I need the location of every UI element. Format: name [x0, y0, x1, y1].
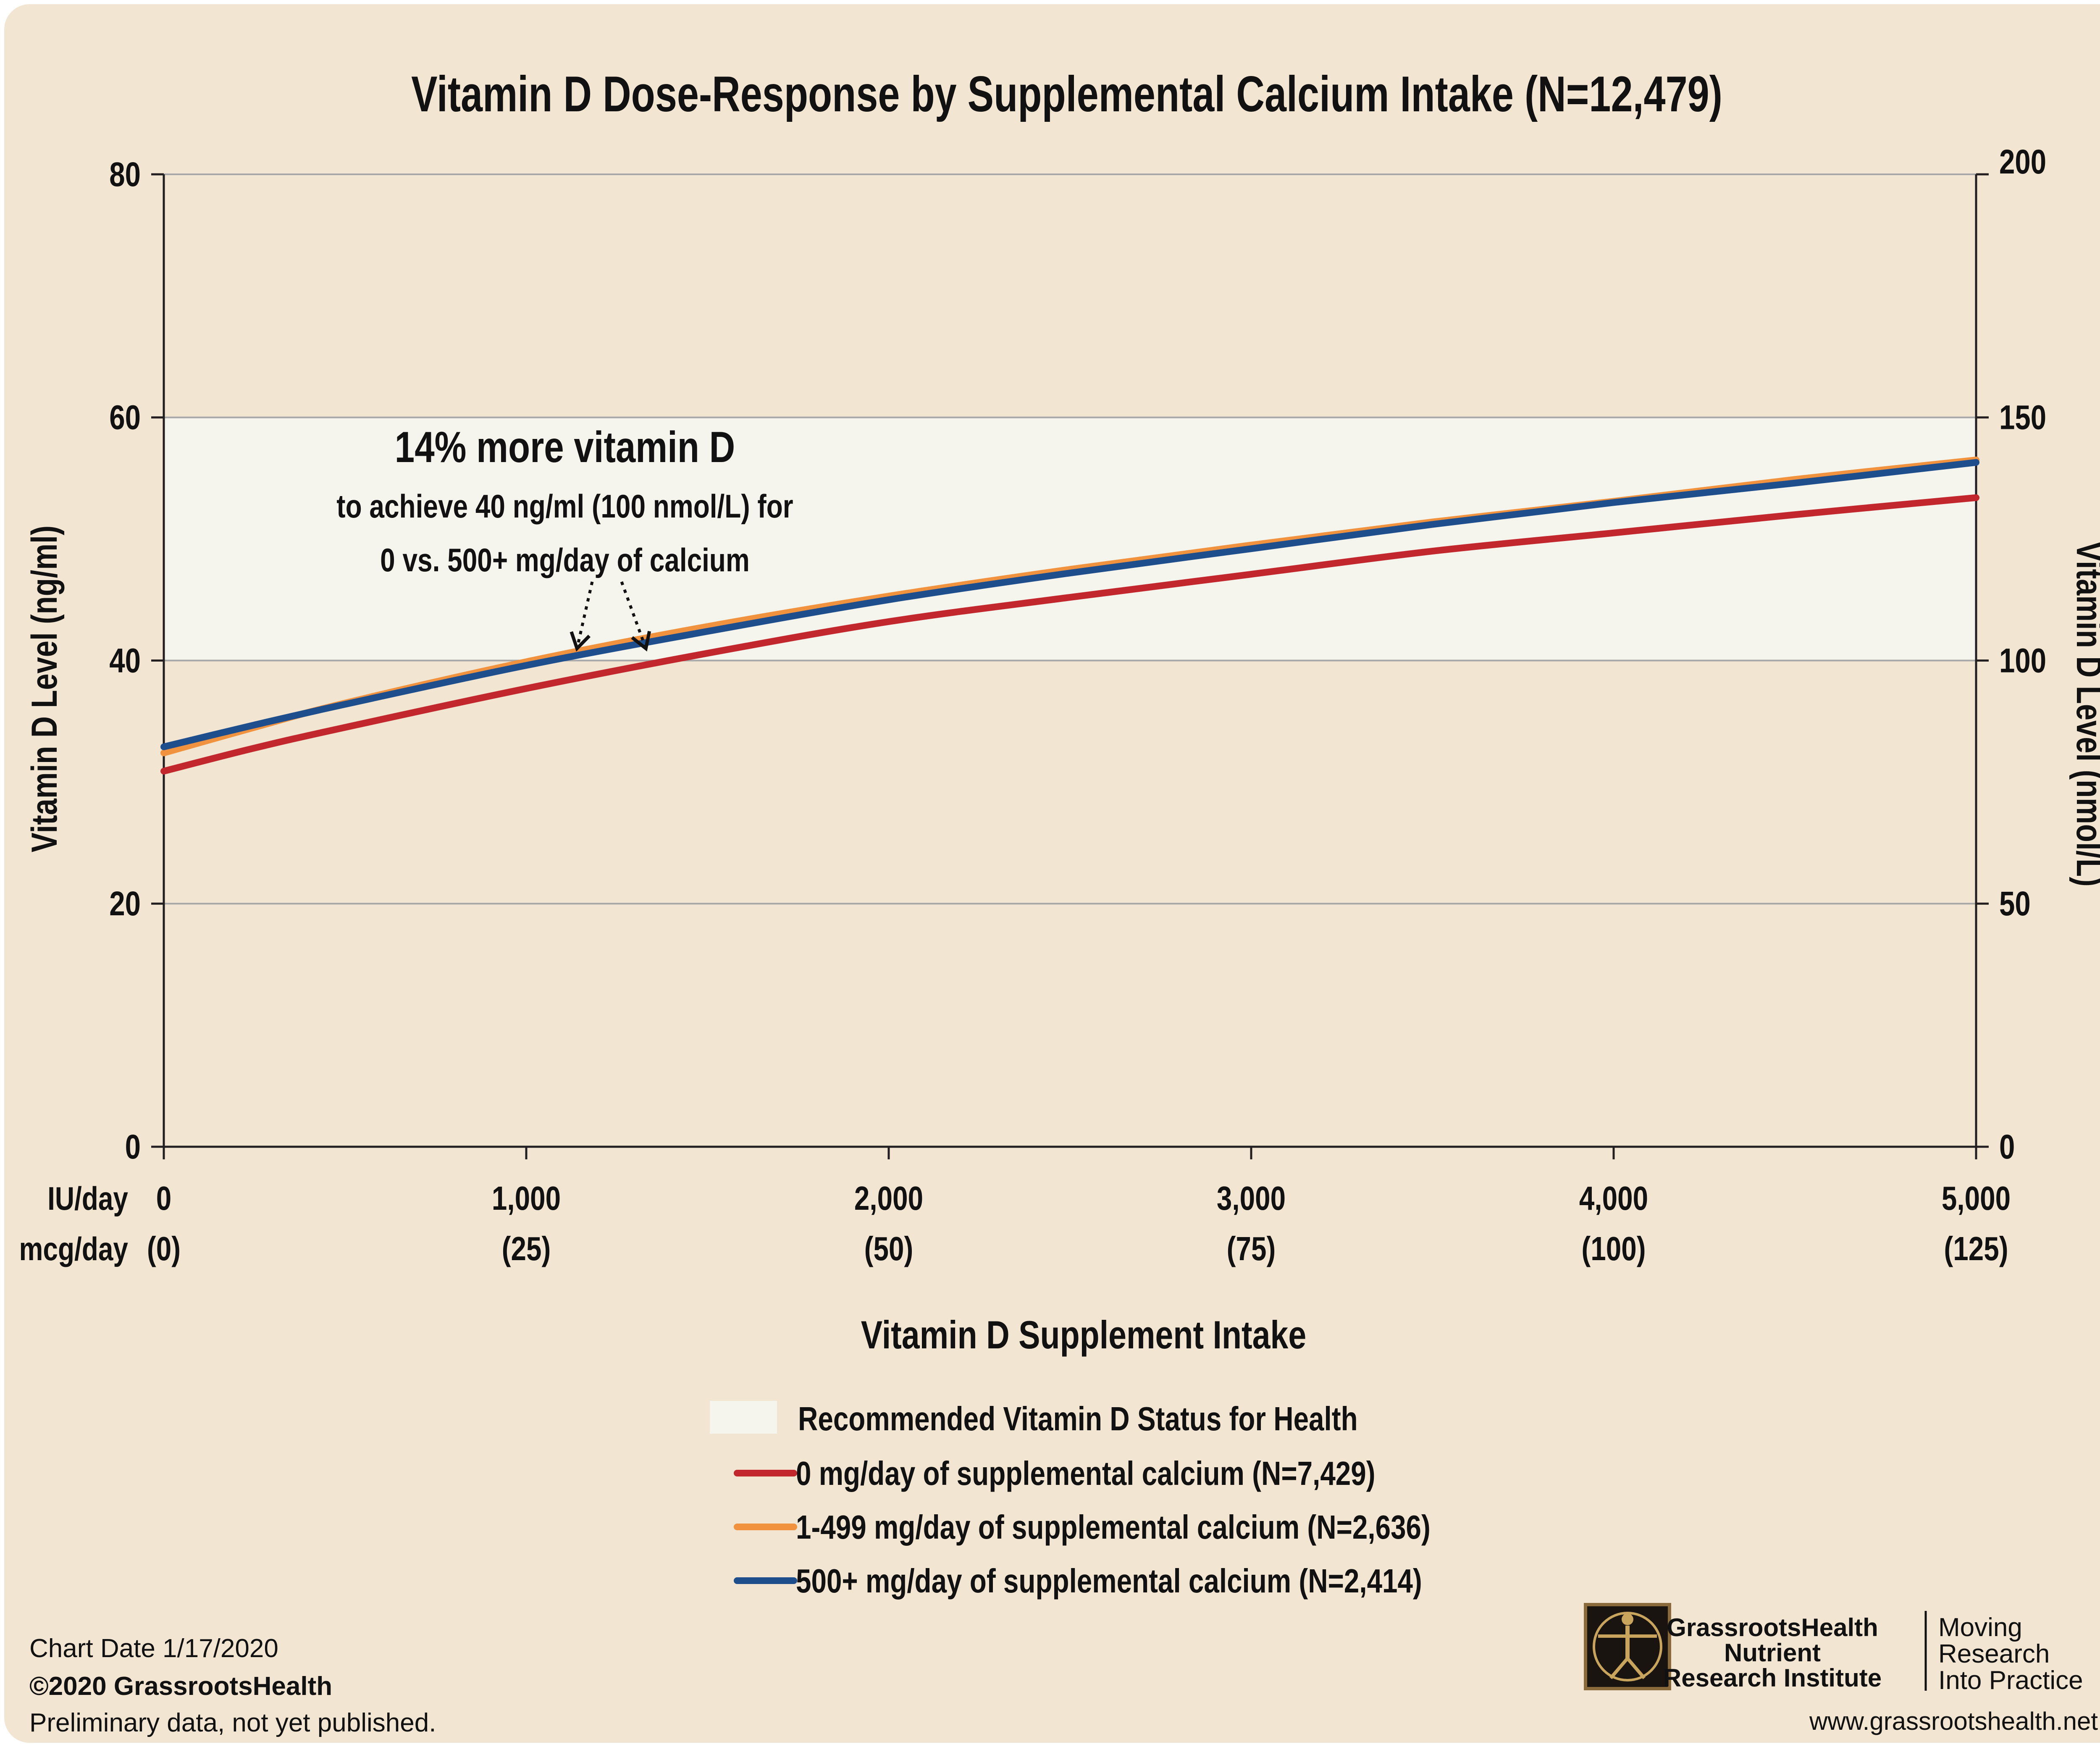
- y2-tick-label-150: 150: [1999, 398, 2046, 436]
- annotation: 14% more vitamin D to achieve 40 ng/ml (…: [336, 423, 793, 652]
- legend-label-band: Recommended Vitamin D Status for Health: [798, 1400, 1358, 1438]
- y2-axis-label: Vitamin D Level (nmol/L): [2069, 541, 2100, 886]
- copyright: ©2020 GrassrootsHealth: [29, 1672, 332, 1701]
- legend: Recommended Vitamin D Status for Health …: [710, 1400, 1431, 1600]
- logo-line-3: Research Institute: [1663, 1664, 1882, 1692]
- x-tick-label-secondary-0: (0): [147, 1230, 181, 1268]
- chart-date: Chart Date 1/17/2020: [29, 1634, 278, 1663]
- y-tick-label-60: 60: [109, 398, 141, 436]
- y2-tick-label-100: 100: [1999, 641, 2046, 680]
- x-row-label-mcg: mcg/day: [19, 1231, 129, 1267]
- legend-label-1: 0 mg/day of supplemental calcium (N=7,42…: [796, 1455, 1376, 1492]
- y-tick-label-0: 0: [125, 1127, 141, 1166]
- x-tick-label-5: 5,000: [1942, 1180, 2011, 1217]
- series-lines: [160, 457, 1979, 775]
- annotation-headline: 14% more vitamin D: [395, 423, 735, 472]
- series-line-1: [160, 494, 1979, 775]
- y-axis-ticks: 0 20 40 60 80: [109, 155, 164, 1166]
- x-tick-label-1: 1,000: [492, 1180, 561, 1217]
- series-line-3: [160, 459, 1979, 750]
- legend-swatch-band: [710, 1401, 777, 1434]
- annotation-arrows: [570, 581, 651, 652]
- x-tick-label-secondary-4: (100): [1581, 1230, 1646, 1268]
- x-tick-label-3: 3,000: [1217, 1180, 1286, 1217]
- y-tick-label-40: 40: [109, 641, 141, 680]
- legend-label-2: 1-499 mg/day of supplemental calcium (N=…: [796, 1508, 1431, 1546]
- y2-tick-label-0: 0: [1999, 1127, 2015, 1166]
- logo-line-2: Nutrient: [1724, 1639, 1821, 1667]
- website: www.grassrootshealth.net: [1809, 1707, 2098, 1735]
- recommended-band: [164, 417, 1976, 661]
- tagline-line-2: Research: [1938, 1639, 2050, 1668]
- chart-title: Vitamin D Dose-Response by Supplemental …: [411, 66, 1722, 122]
- tagline-line-1: Moving: [1938, 1613, 2022, 1642]
- y2-tick-label-50: 50: [1999, 884, 2031, 923]
- annotation-arrowhead-1: [570, 631, 591, 652]
- annotation-arrowhead-2: [631, 630, 651, 652]
- x-tick-label-secondary-3: (75): [1227, 1230, 1276, 1268]
- annotation-arrow-line-1: [575, 581, 594, 649]
- gridlines: [164, 173, 1976, 905]
- x-axis-ticks: 0 (0) 1,000 (25) 2,000 (50) 3,000 (75) 4,000 (100…: [147, 1147, 2011, 1267]
- x-tick-label-secondary-5: (125): [1944, 1230, 2008, 1268]
- y-axis-label: Vitamin D Level (ng/ml): [24, 525, 64, 852]
- grassrootshealth-logo: GrassrootsHealth Nutrient Research Insti…: [1584, 1603, 2083, 1695]
- legend-label-3: 500+ mg/day of supplemental calcium (N=2…: [796, 1562, 1422, 1600]
- x-tick-label-secondary-1: (25): [502, 1230, 551, 1268]
- y-tick-label-80: 80: [109, 155, 141, 194]
- x-tick-label-0: 0: [156, 1180, 171, 1217]
- chart-card: Vitamin D Dose-Response by Supplemental …: [4, 4, 2100, 1743]
- x-axis-label: Vitamin D Supplement Intake: [861, 1313, 1307, 1357]
- annotation-arrow-line-2: [620, 581, 648, 649]
- preliminary-note: Preliminary data, not yet published.: [29, 1708, 436, 1737]
- y2-axis-ticks: 0 50 100 150 200: [1976, 142, 2046, 1166]
- tagline-line-3: Into Practice: [1938, 1666, 2083, 1695]
- annotation-line-1: to achieve 40 ng/ml (100 nmol/L) for: [336, 488, 793, 525]
- x-row-label-iu: IU/day: [47, 1180, 128, 1217]
- y2-tick-label-200: 200: [1999, 142, 2046, 181]
- x-tick-label-4: 4,000: [1579, 1180, 1648, 1217]
- dose-response-chart: Vitamin D Dose-Response by Supplemental …: [19, 66, 2100, 1737]
- logo-line-1: GrassrootsHealth: [1667, 1613, 1878, 1642]
- x-tick-label-secondary-2: (50): [864, 1230, 914, 1268]
- x-tick-label-2: 2,000: [854, 1180, 923, 1217]
- y-tick-label-20: 20: [109, 884, 141, 923]
- annotation-line-2: 0 vs. 500+ mg/day of calcium: [380, 542, 750, 578]
